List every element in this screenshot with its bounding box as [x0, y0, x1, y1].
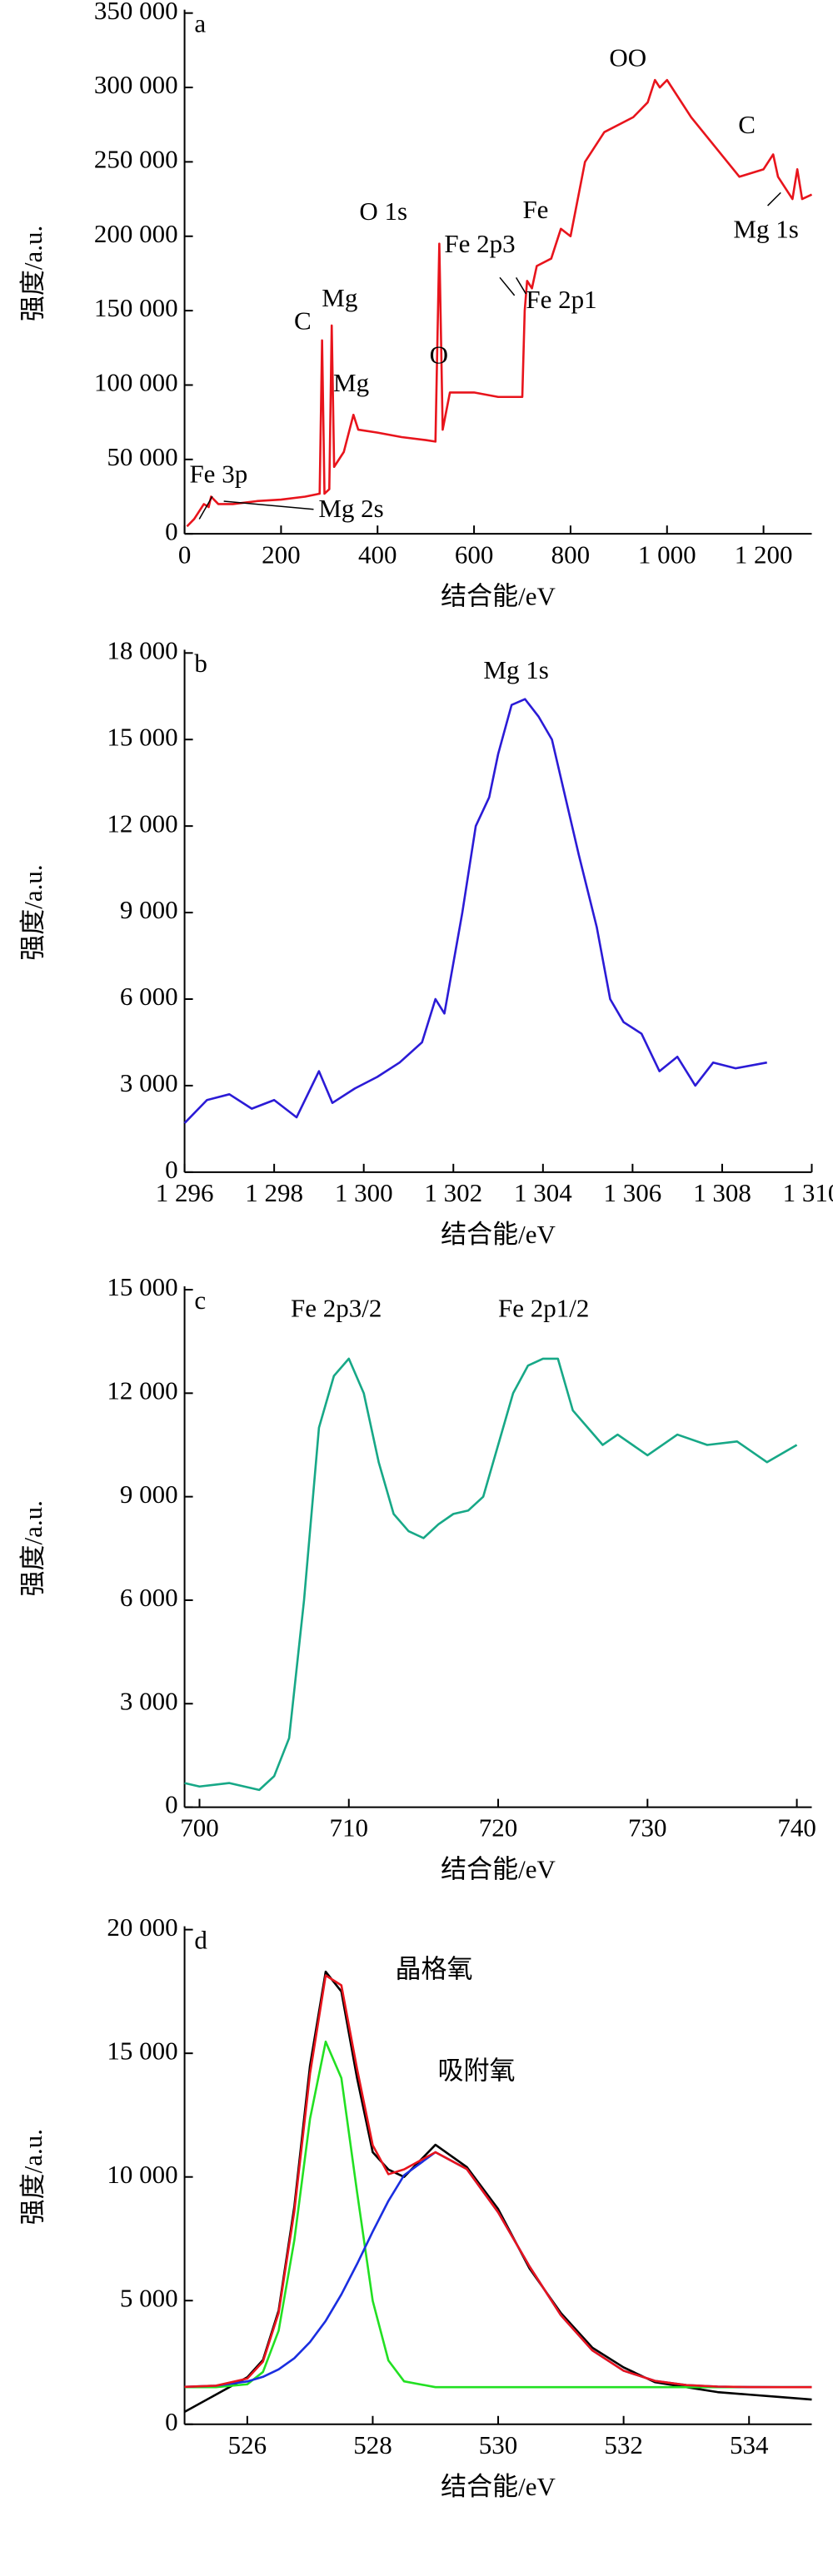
panel-label: b — [194, 649, 207, 678]
y-axis-label: 强度/a.u. — [18, 1500, 47, 1596]
y-tick-label: 15 000 — [107, 2036, 177, 2065]
annotation: Mg — [322, 283, 357, 312]
annotation: Fe 2p1 — [526, 285, 596, 314]
x-tick-label: 710 — [330, 1813, 369, 1842]
annotation: Mg — [333, 368, 369, 397]
annotation: Mg 1s — [483, 655, 548, 684]
x-axis-label: 结合能/eV — [441, 1220, 556, 1249]
x-tick-label: 700 — [180, 1813, 219, 1842]
y-tick-label: 0 — [165, 516, 178, 545]
x-tick-label: 526 — [228, 2430, 267, 2459]
annotation: 吸附氧 — [437, 2056, 515, 2085]
annotation: Fe 2p3 — [444, 229, 515, 258]
y-tick-label: 250 000 — [94, 145, 178, 174]
data-line — [183, 698, 767, 1124]
y-tick-label: 6 000 — [120, 982, 178, 1011]
annotation: Mg 2s — [318, 494, 383, 523]
x-tick-label: 1 298 — [245, 1178, 303, 1207]
x-axis-label: 结合能/eV — [441, 581, 556, 610]
y-tick-label: 100 000 — [94, 368, 178, 397]
x-tick-label: 1 300 — [335, 1178, 393, 1207]
annotation: C — [294, 306, 312, 335]
y-tick-label: 5 000 — [120, 2283, 178, 2312]
x-axis-label: 结合能/eV — [441, 1855, 556, 1884]
y-tick-label: 6 000 — [120, 1583, 178, 1612]
y-tick-label: 300 000 — [94, 70, 178, 99]
x-tick-label: 532 — [604, 2430, 643, 2459]
x-tick-label: 600 — [455, 540, 494, 569]
panel-label: d — [194, 1925, 207, 1954]
x-tick-label: 800 — [551, 540, 591, 569]
x-tick-label: 1 308 — [693, 1178, 751, 1207]
y-tick-label: 0 — [165, 1155, 178, 1184]
annotation: Fe 2p3/2 — [291, 1294, 382, 1323]
y-tick-label: 3 000 — [120, 1686, 178, 1715]
panel-label: a — [194, 8, 206, 37]
y-tick-label: 12 000 — [107, 808, 177, 838]
x-tick-label: 1 000 — [638, 540, 696, 569]
leader-line — [223, 500, 314, 510]
x-tick-label: 400 — [358, 540, 397, 569]
x-tick-label: 1 296 — [156, 1178, 214, 1207]
x-tick-label: 534 — [730, 2430, 769, 2459]
annotation: Fe — [522, 195, 548, 224]
x-tick-label: 1 304 — [514, 1178, 572, 1207]
y-tick-label: 350 000 — [94, 0, 178, 25]
panel-label: c — [194, 1286, 206, 1315]
annotation: C — [738, 110, 756, 139]
x-tick-label: 730 — [628, 1813, 667, 1842]
y-tick-label: 9 000 — [120, 895, 178, 924]
annotation: Fe 2p1/2 — [498, 1294, 589, 1323]
y-tick-label: 150 000 — [94, 293, 178, 322]
annotation: Mg 1s — [733, 215, 798, 244]
x-tick-label: 0 — [178, 540, 192, 569]
y-tick-label: 9 000 — [120, 1479, 178, 1509]
y-axis-label: 强度/a.u. — [18, 2129, 47, 2225]
x-tick-label: 1 306 — [604, 1178, 662, 1207]
x-tick-label: 530 — [479, 2430, 518, 2459]
data-line — [184, 1357, 798, 1792]
y-tick-label: 0 — [165, 2407, 178, 2436]
y-tick-label: 0 — [165, 1790, 178, 1819]
data-line — [184, 1974, 812, 2389]
y-tick-label: 15 000 — [107, 1272, 177, 1301]
y-tick-label: 200 000 — [94, 219, 178, 248]
annotation: Fe 3p — [189, 460, 247, 489]
annotation: O 1s — [359, 196, 407, 226]
leader-line — [767, 191, 781, 206]
data-line — [183, 1970, 812, 2414]
y-tick-label: 20 000 — [107, 1912, 177, 1942]
y-axis-label: 强度/a.u. — [18, 226, 47, 321]
x-tick-label: 720 — [479, 1813, 518, 1842]
x-axis-label: 结合能/eV — [441, 2472, 556, 2501]
y-tick-label: 10 000 — [107, 2160, 177, 2189]
y-axis-label: 强度/a.u. — [18, 864, 47, 960]
y-tick-label: 50 000 — [107, 442, 177, 471]
annotation: 晶格氧 — [396, 1955, 473, 1984]
x-tick-label: 200 — [262, 540, 301, 569]
data-line — [184, 2040, 812, 2389]
y-tick-label: 18 000 — [107, 635, 177, 664]
x-tick-label: 528 — [353, 2430, 392, 2459]
y-tick-label: 12 000 — [107, 1375, 177, 1405]
annotation: OO — [609, 43, 646, 72]
data-line — [186, 78, 813, 528]
annotation: O — [430, 341, 448, 370]
y-tick-label: 3 000 — [120, 1068, 178, 1097]
data-line — [184, 2151, 812, 2389]
x-tick-label: 1 200 — [735, 540, 793, 569]
x-tick-label: 1 302 — [424, 1178, 482, 1207]
leader-line — [198, 495, 213, 520]
y-tick-label: 15 000 — [107, 722, 177, 751]
x-tick-label: 1 310 — [783, 1178, 833, 1207]
leader-line — [515, 276, 527, 295]
leader-line — [499, 276, 516, 296]
x-tick-label: 740 — [777, 1813, 816, 1842]
